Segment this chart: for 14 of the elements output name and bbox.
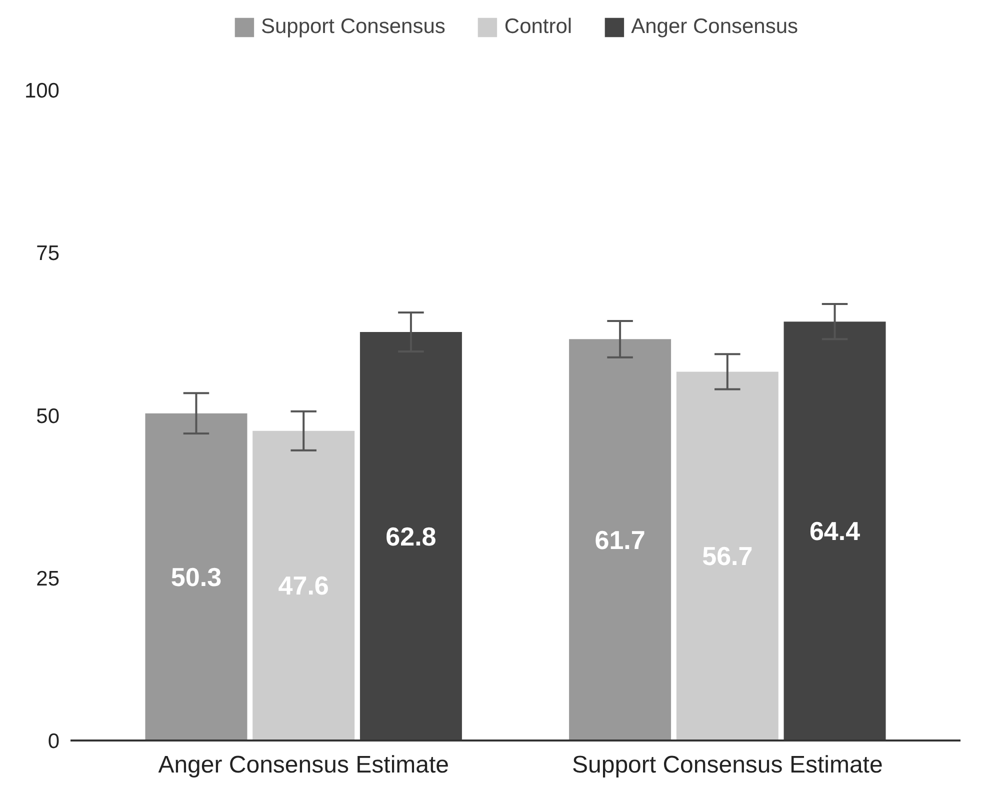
legend-label: Anger Consensus (631, 15, 798, 39)
y-tick-label: 0 (48, 730, 60, 753)
data-label: 62.8 (386, 521, 436, 552)
y-tick-label: 75 (36, 242, 60, 266)
legend-label: Support Consensus (260, 15, 446, 39)
y-tick-label: 50 (36, 404, 60, 428)
y-tick-label: 100 (24, 80, 60, 103)
x-tick-label: Support Consensus Estimate (572, 752, 883, 778)
y-tick-label: 25 (36, 567, 60, 590)
data-label: 64.4 (809, 516, 861, 546)
data-label: 61.7 (594, 524, 646, 555)
legend-label: Control (504, 15, 572, 39)
x-tick-label: Anger Consensus Estimate (158, 752, 449, 778)
data-label: 50.3 (170, 562, 222, 592)
